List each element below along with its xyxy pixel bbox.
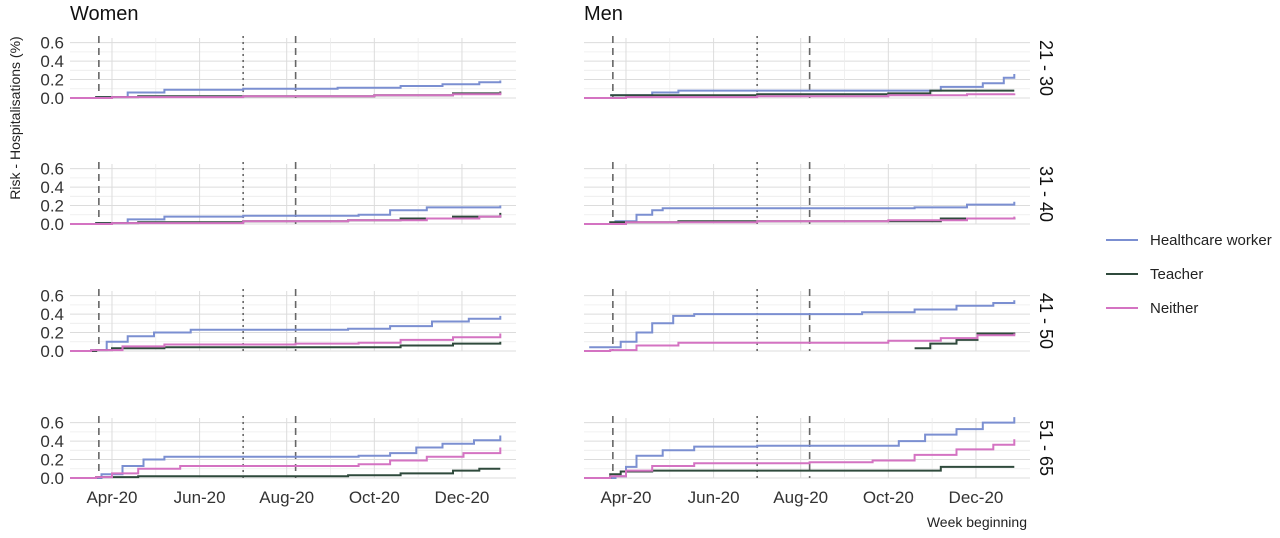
- series-line-healthcare-worker: [599, 417, 1016, 479]
- panels-layer: 0.00.20.40.60.00.20.40.60.00.20.40.60.00…: [40, 34, 1056, 507]
- x-tick-label: Dec-20: [949, 488, 1004, 507]
- x-tick-label: Jun-20: [174, 488, 226, 507]
- panel-men-31-40: 31 - 40: [584, 162, 1056, 225]
- series-line-neither: [584, 439, 1016, 479]
- y-tick-label: 0.6: [40, 160, 64, 179]
- series-line-teacher: [610, 89, 1015, 97]
- x-tick-label: Aug-20: [773, 488, 828, 507]
- y-tick-label: 0.4: [40, 305, 64, 324]
- row-strip-label-31-40: 31 - 40: [1036, 166, 1056, 222]
- y-tick-label: 0.6: [40, 34, 64, 53]
- x-tick-label: Apr-20: [600, 488, 651, 507]
- panel-men-21-30: 21 - 30: [584, 36, 1056, 99]
- series-line-healthcare-worker: [610, 74, 1016, 97]
- y-tick-label: 0.4: [40, 178, 64, 197]
- series-line-neither: [584, 93, 1016, 99]
- y-tick-label: 0.0: [40, 469, 64, 488]
- series-line-neither: [70, 447, 502, 479]
- y-tick-label: 0.0: [40, 215, 64, 234]
- y-tick-label: 0.2: [40, 451, 64, 470]
- y-tick-label: 0.6: [40, 287, 64, 306]
- y-tick-label: 0.2: [40, 324, 64, 343]
- series-line-neither: [584, 216, 1016, 225]
- y-tick-label: 0.0: [40, 342, 64, 361]
- panel-background: [584, 418, 1030, 478]
- panel-men-41-50: 41 - 50: [584, 289, 1056, 352]
- row-strip-label-41-50: 41 - 50: [1036, 293, 1056, 349]
- panel-men-51-65: 51 - 65 Apr-20 Jun-20 Aug-20 Oct-20 Dec-20: [584, 416, 1056, 507]
- x-tick-label: Aug-20: [259, 488, 314, 507]
- legend-label-neither: Neither: [1150, 300, 1198, 317]
- column-title-women: Women: [70, 3, 139, 25]
- series-line-neither: [70, 92, 502, 99]
- panel-women-41-50: 0.00.20.40.6: [40, 287, 516, 361]
- legend: Healthcare worker Teacher Neither: [1106, 232, 1272, 317]
- panel-background: [584, 164, 1030, 224]
- series-line-teacher: [914, 332, 1016, 350]
- x-tick-label: Oct-20: [349, 488, 400, 507]
- legend-label-healthcare-worker: Healthcare worker: [1150, 232, 1272, 249]
- column-title-men: Men: [584, 3, 623, 25]
- x-axis-label: Week beginning: [927, 514, 1027, 530]
- panel-women-51-65: 0.00.20.40.6 Apr-20 Jun-20 Aug-20 Oct-20 Dec-…: [40, 414, 516, 507]
- x-tick-label: Apr-20: [86, 488, 137, 507]
- x-tick-label: Dec-20: [435, 488, 490, 507]
- y-tick-label: 0.2: [40, 71, 64, 90]
- y-tick-label: 0.0: [40, 89, 64, 108]
- x-tick-label: Jun-20: [688, 488, 740, 507]
- panel-background: [70, 164, 516, 224]
- series-line-neither: [584, 333, 1016, 352]
- series-line-healthcare-worker: [70, 315, 502, 352]
- y-tick-label: 0.2: [40, 197, 64, 216]
- y-tick-label: 0.6: [40, 414, 64, 433]
- panel-background: [584, 38, 1030, 98]
- x-tick-label: Oct-20: [863, 488, 914, 507]
- y-axis-label: Risk - Hospitalisations (%): [7, 36, 23, 199]
- series-line-neither: [70, 333, 502, 352]
- y-tick-label: 0.4: [40, 432, 64, 451]
- legend-label-teacher: Teacher: [1150, 266, 1203, 283]
- series-line-healthcare-worker: [589, 300, 1016, 349]
- panel-women-21-30: 0.00.20.40.6: [40, 34, 516, 108]
- row-strip-label-21-30: 21 - 30: [1036, 40, 1056, 96]
- panel-women-31-40: 0.00.20.40.6: [40, 160, 516, 234]
- series-line-neither: [70, 214, 502, 225]
- y-tick-label: 0.4: [40, 52, 64, 71]
- row-strip-label-51-65: 51 - 65: [1036, 420, 1056, 476]
